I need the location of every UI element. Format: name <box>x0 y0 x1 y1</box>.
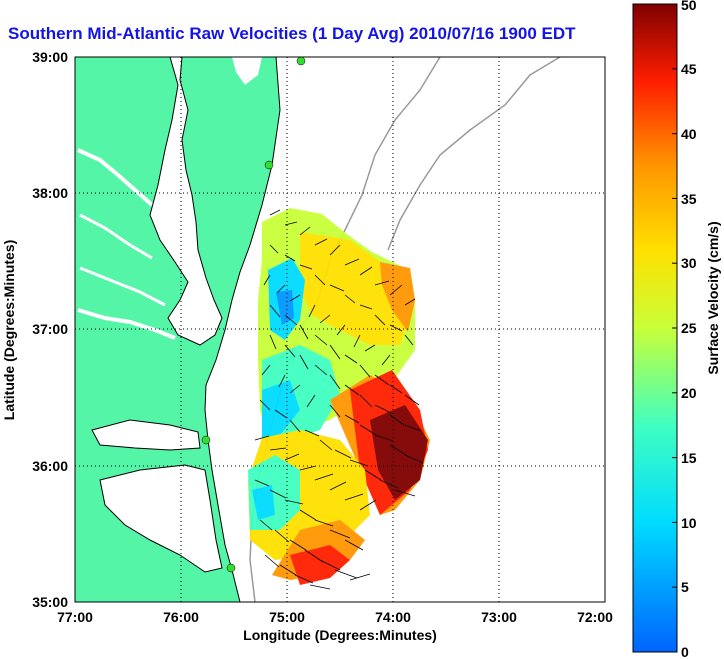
chesapeake-bay <box>150 57 222 345</box>
y-tick-label: 38:00 <box>32 185 68 201</box>
pamlico-sound <box>100 465 222 572</box>
colorbar-tick: 15 <box>681 450 697 466</box>
colorbar-tick: 45 <box>681 61 697 77</box>
x-tick-label: 73:00 <box>481 609 517 625</box>
y-tick-label: 35:00 <box>32 594 68 610</box>
colorbar-tick: 0 <box>681 644 689 659</box>
x-tick-label: 74:00 <box>375 609 411 625</box>
colorbar: 50 45 40 35 30 25 20 15 10 5 0 Surface V… <box>632 0 721 659</box>
x-tick-label: 77:00 <box>57 609 93 625</box>
colorbar-tick: 30 <box>681 255 697 271</box>
station-marker <box>201 435 211 445</box>
x-tick-label: 76:00 <box>163 609 199 625</box>
colorbar-tick: 50 <box>681 0 697 13</box>
rappahannock-river <box>79 213 153 260</box>
colorbar-tick: 35 <box>681 191 697 207</box>
albemarle-sound <box>92 420 200 450</box>
velocity-field <box>248 208 430 585</box>
grid-lines <box>75 57 605 602</box>
bay-shoreline <box>149 57 223 346</box>
colorbar-tick: 5 <box>681 579 689 595</box>
y-tick-label: 36:00 <box>32 458 68 474</box>
colorbar-label: Surface Velocity (cm/s) <box>705 221 721 374</box>
y-tick-label: 37:00 <box>32 321 68 337</box>
y-axis-label: Latitude (Degrees:Minutes) <box>1 240 17 420</box>
x-tick-label: 72:00 <box>577 609 613 625</box>
station-marker <box>226 563 236 573</box>
map-title: Southern Mid-Atlantic Raw Velocities (1 … <box>8 24 576 43</box>
x-axis-label: Longitude (Degrees:Minutes) <box>243 627 437 643</box>
station-marker <box>264 160 274 170</box>
x-axis: 77:00 76:00 75:00 74:00 73:00 72:00 Long… <box>57 609 613 643</box>
delaware-bay <box>232 57 262 85</box>
velocity-vectors <box>254 209 424 590</box>
bathymetry-contour-outer <box>387 57 561 251</box>
station-marker <box>296 57 306 66</box>
colorbar-tick: 20 <box>681 385 697 401</box>
coastline <box>204 57 281 602</box>
plot-frame <box>74 56 606 603</box>
hf-radar-stations <box>201 57 306 573</box>
colorbar-tick: 10 <box>681 515 697 531</box>
y-axis: 39:00 38:00 37:00 36:00 35:00 Latitude (… <box>1 49 68 610</box>
sound-shoreline <box>91 419 223 573</box>
potomac-river <box>77 148 154 207</box>
james-river <box>77 308 176 340</box>
x-tick-label: 75:00 <box>269 609 305 625</box>
colorbar-tick: 25 <box>681 320 697 336</box>
york-river <box>79 266 166 307</box>
colorbar-tick: 40 <box>681 126 697 142</box>
colorbar-gradient <box>632 3 678 653</box>
y-tick-label: 39:00 <box>32 49 68 65</box>
